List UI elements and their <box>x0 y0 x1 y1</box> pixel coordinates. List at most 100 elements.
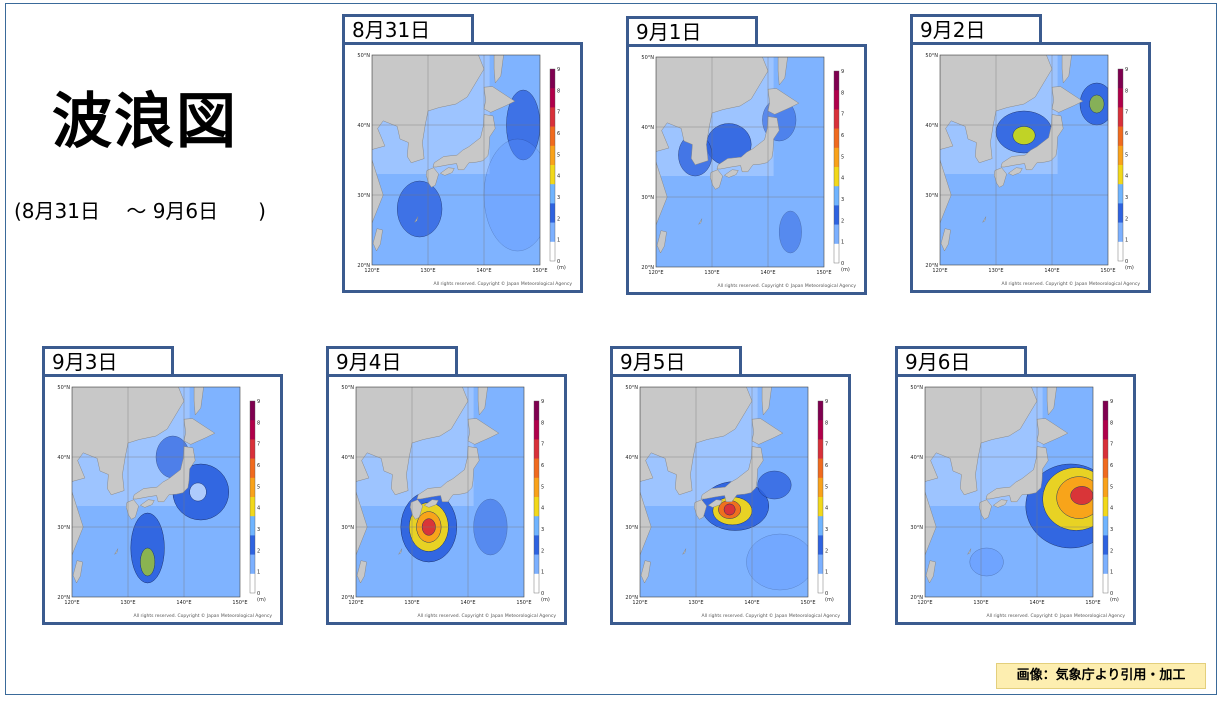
colorbar-tick-label: 1 <box>1125 238 1128 244</box>
lat-label: 50°N <box>925 53 938 59</box>
lon-label: 130°E <box>120 600 135 606</box>
colorbar-segment <box>818 497 823 517</box>
colorbar-frame <box>833 70 840 264</box>
lon-label: 120°E <box>364 268 379 274</box>
colorbar-tick-label: 7 <box>257 442 260 448</box>
land-area <box>716 116 780 173</box>
colorbar-segment <box>550 69 555 89</box>
land-area <box>193 387 204 416</box>
land-area <box>423 499 439 508</box>
land-area <box>72 560 83 584</box>
colorbar-tick-label: 1 <box>541 570 544 576</box>
land-area <box>398 548 403 555</box>
colorbar-segment <box>250 535 255 555</box>
land-area <box>477 387 488 416</box>
map-box: 50°N 40°N 30°N 20°N 120°E 130°E 140°E 150°E 9 8 7 6… <box>326 374 567 625</box>
lat-label: 40°N <box>641 125 654 131</box>
colorbar-segment <box>550 145 555 166</box>
panel-date-label: 9月4日 <box>326 346 458 375</box>
map-border <box>939 54 1109 266</box>
lon-label: 150°E <box>516 600 531 606</box>
colorbar-tick-label: 2 <box>557 216 560 222</box>
colorbar-tick-label: 8 <box>257 420 260 426</box>
lat-label: 20°N <box>341 595 354 601</box>
colorbar-tick-label: 0 <box>841 261 844 267</box>
colorbar-tick-label: 2 <box>1110 548 1113 554</box>
colorbar-segment <box>834 224 839 245</box>
colorbar-segment <box>1103 477 1108 498</box>
lon-label: 120°E <box>648 270 663 276</box>
lon-label: 130°E <box>973 600 988 606</box>
lat-label: 30°N <box>625 525 638 531</box>
wave-height-contour <box>140 547 156 577</box>
colorbar-tick-label: 9 <box>541 399 544 405</box>
lon-label: 130°E <box>404 600 419 606</box>
map-border <box>655 56 825 268</box>
map-border <box>371 54 541 266</box>
colorbar-segment <box>250 420 255 440</box>
map-border <box>355 386 525 598</box>
colorbar-segment <box>534 554 539 575</box>
colorbar-tick-label: 4 <box>557 174 560 180</box>
land-area <box>372 159 384 224</box>
colorbar-unit: (m) <box>541 597 550 603</box>
colorbar-tick-label: 7 <box>1125 110 1128 116</box>
lon-label: 140°E <box>1029 600 1044 606</box>
land-area <box>1036 418 1069 445</box>
wave-height-contour <box>396 180 443 238</box>
land-area <box>356 491 368 556</box>
colorbar-segment <box>534 401 539 421</box>
colorbar-segment <box>1103 497 1108 517</box>
colorbar-tick-label: 8 <box>541 420 544 426</box>
colorbar-segment <box>834 71 839 91</box>
colorbar-segment <box>250 573 255 594</box>
colorbar-tick-label: 5 <box>1125 152 1128 158</box>
colorbar-segment <box>250 458 255 479</box>
colorbar-tick-label: 4 <box>541 506 544 512</box>
colorbar-tick-label: 0 <box>1110 591 1113 597</box>
lon-label: 140°E <box>476 268 491 274</box>
colorbar-tick-label: 3 <box>1110 527 1113 533</box>
colorbar-tick-label: 0 <box>557 259 560 265</box>
colorbar-segment <box>550 165 555 185</box>
colorbar-tick-label: 2 <box>1125 216 1128 222</box>
lat-label: 50°N <box>57 385 70 391</box>
colorbar-segment <box>834 147 839 168</box>
wave-height-contour <box>1089 94 1105 114</box>
colorbar-segment <box>1118 222 1123 243</box>
wave-height-contour <box>723 503 736 516</box>
land-area <box>372 228 383 252</box>
colorbar-segment <box>1103 535 1108 555</box>
colorbar-tick-label: 8 <box>1110 420 1113 426</box>
lon-label: 140°E <box>760 270 775 276</box>
colorbar-tick-label: 7 <box>841 112 844 118</box>
land-area <box>416 446 480 503</box>
colorbar-segment <box>1118 69 1123 89</box>
land-area <box>698 218 703 225</box>
lon-label: 130°E <box>704 270 719 276</box>
lon-label: 120°E <box>348 600 363 606</box>
land-area <box>139 499 155 508</box>
colorbar-tick-label: 4 <box>1110 506 1113 512</box>
colorbar-segment <box>1103 420 1108 440</box>
land-area <box>700 446 764 503</box>
colorbar-unit: (m) <box>1110 597 1119 603</box>
colorbar-tick-label: 0 <box>825 591 828 597</box>
colorbar-segment <box>834 109 839 129</box>
lon-label: 140°E <box>176 600 191 606</box>
copyright-text: All rights reserved. Copyright © Japan M… <box>417 614 556 619</box>
lon-label: 150°E <box>816 270 831 276</box>
lat-label: 30°N <box>57 525 70 531</box>
colorbar-tick-label: 8 <box>557 88 560 94</box>
colorbar-segment <box>1118 165 1123 185</box>
colorbar-tick-label: 8 <box>1125 88 1128 94</box>
colorbar-tick-label: 3 <box>825 527 828 533</box>
lon-label: 140°E <box>460 600 475 606</box>
colorbar-tick-label: 0 <box>1125 259 1128 265</box>
lat-label: 20°N <box>357 263 370 269</box>
wave-height-contour <box>1012 126 1036 145</box>
land-area <box>925 491 937 556</box>
